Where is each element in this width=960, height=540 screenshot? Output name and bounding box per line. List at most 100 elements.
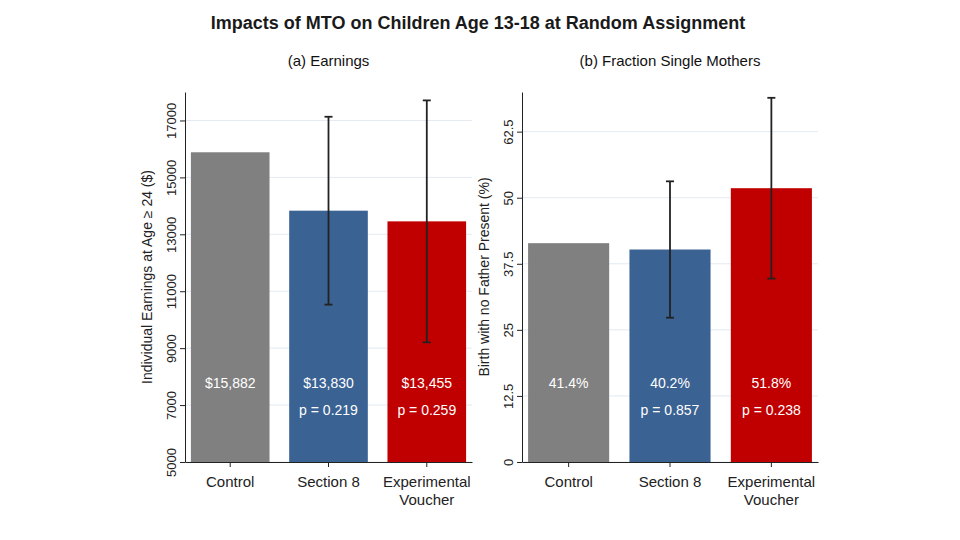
x-tick-label-line: Voucher — [744, 491, 799, 508]
y-tick: 25 — [501, 323, 522, 337]
error-bar-segment — [770, 98, 772, 279]
x-tick: Control — [206, 462, 254, 490]
x-tick-label: Section 8 — [297, 473, 360, 490]
bar — [528, 243, 609, 462]
y-tick-mark — [180, 462, 185, 463]
y-tick-label: 9000 — [164, 334, 179, 363]
x-tick: Section 8 — [639, 462, 702, 490]
y-tick-label: 25 — [501, 323, 516, 337]
data-label: $13,455 — [401, 375, 452, 391]
error-bar-segment — [767, 278, 775, 280]
bar — [191, 152, 270, 462]
y-tick-mark — [517, 330, 522, 331]
error-bar-segment — [669, 181, 671, 317]
y-tick-mark — [180, 120, 185, 121]
y-tick-mark — [180, 405, 185, 406]
y-tick-label: 50 — [501, 191, 516, 205]
y-tick-label: 37.5 — [501, 252, 516, 277]
error-bar — [767, 98, 775, 279]
y-tick: 13000 — [164, 217, 185, 253]
error-bar-segment — [666, 317, 674, 319]
error-bar-segment — [426, 100, 428, 342]
y-tick: 15000 — [164, 160, 185, 196]
error-bar-segment — [666, 180, 674, 182]
panel-title: (a) Earnings — [288, 52, 370, 69]
y-tick-mark — [180, 234, 185, 235]
data-label: 40.2% — [650, 375, 690, 391]
y-tick-label: 17000 — [164, 103, 179, 139]
grid-line — [522, 131, 818, 132]
x-tick-mark — [568, 462, 569, 467]
y-tick: 0 — [501, 459, 522, 466]
data-label: 41.4% — [549, 375, 589, 391]
x-tick-label: ExperimentalVoucher — [383, 473, 471, 508]
y-axis-line — [185, 93, 186, 463]
plot-area — [528, 98, 812, 462]
data-label: $15,882 — [205, 375, 256, 391]
y-tick-mark — [517, 462, 522, 463]
panel: 012.52537.55062.5ControlSection 8Experim… — [476, 52, 819, 508]
x-tick-mark — [670, 462, 671, 467]
error-bar-segment — [328, 117, 330, 305]
y-tick: 9000 — [164, 334, 185, 363]
x-tick-label: ExperimentalVoucher — [728, 473, 816, 508]
x-tick-label: Section 8 — [639, 473, 702, 490]
error-bar — [423, 100, 431, 342]
plot-area — [191, 100, 466, 462]
y-tick: 37.5 — [501, 252, 522, 277]
y-tick: 12.5 — [501, 384, 522, 409]
error-bar-segment — [325, 304, 333, 306]
y-tick: 7000 — [164, 391, 185, 420]
x-tick-mark — [230, 462, 231, 467]
y-tick: 11000 — [164, 274, 185, 309]
data-label: $13,830 — [303, 375, 354, 391]
y-tick-mark — [517, 264, 522, 265]
data-labels: 41.4%40.2%51.8% — [549, 375, 791, 391]
error-bar — [666, 181, 674, 317]
annotations: p = 0.857p = 0.238 — [641, 402, 801, 418]
error-bar-segment — [767, 97, 775, 99]
error-bar — [325, 117, 333, 305]
y-tick: 5000 — [164, 448, 185, 477]
y-tick-mark — [517, 396, 522, 397]
error-bar-segment — [423, 99, 431, 101]
y-axis-line — [522, 93, 523, 463]
panel: 5000 7000 9000 11000 13000 15000 17000 Control S… — [139, 52, 473, 508]
x-tick-mark — [771, 462, 772, 467]
annotations: p = 0.219 p = 0.259 — [299, 402, 456, 418]
x-tick: Section 8 — [297, 462, 360, 490]
x-axis: ControlSection 8ExperimentalVoucher — [523, 462, 819, 508]
chart-title: Impacts of MTO on Children Age 13-18 at … — [211, 13, 745, 33]
y-tick-mark — [517, 132, 522, 133]
y-tick: 62.5 — [501, 119, 522, 144]
panel-title: (b) Fraction Single Mothers — [580, 52, 761, 69]
x-tick-mark — [426, 462, 427, 467]
x-tick: ExperimentalVoucher — [728, 462, 816, 508]
chart-root: Impacts of MTO on Children Age 13-18 at … — [0, 0, 960, 540]
x-tick: ExperimentalVoucher — [383, 462, 471, 508]
y-tick-label: 7000 — [164, 391, 179, 420]
p-value-label: p = 0.219 — [299, 402, 358, 418]
y-axis: 5000 7000 9000 11000 13000 15000 17000 — [164, 93, 186, 477]
y-axis: 0 12.5 25 37.5 50 62.5 — [501, 93, 523, 467]
x-tick-label: Control — [206, 473, 254, 490]
y-tick-mark — [180, 177, 185, 178]
y-tick-label: 11000 — [164, 274, 179, 309]
p-value-label: p = 0.238 — [742, 402, 801, 418]
y-tick: 50 — [501, 191, 522, 205]
x-tick-mark — [328, 462, 329, 467]
y-tick-label: 0 — [501, 459, 516, 466]
y-tick-label: 15000 — [164, 160, 179, 196]
error-bar-segment — [423, 341, 431, 343]
y-tick-label: 62.5 — [501, 119, 516, 144]
x-tick-label-line: Voucher — [399, 491, 454, 508]
y-axis-title: Birth with no Father Present (%) — [476, 177, 492, 376]
p-value-label: p = 0.259 — [397, 402, 456, 418]
data-labels: $15,882 $13,830 $13,455 — [205, 375, 452, 391]
y-tick-mark — [180, 291, 185, 292]
error-bar-segment — [325, 116, 333, 118]
y-tick-label: 12.5 — [501, 384, 516, 409]
y-tick-label: 13000 — [164, 217, 179, 253]
y-tick-label: 5000 — [164, 448, 179, 477]
x-tick-label-line: Experimental — [383, 473, 471, 490]
